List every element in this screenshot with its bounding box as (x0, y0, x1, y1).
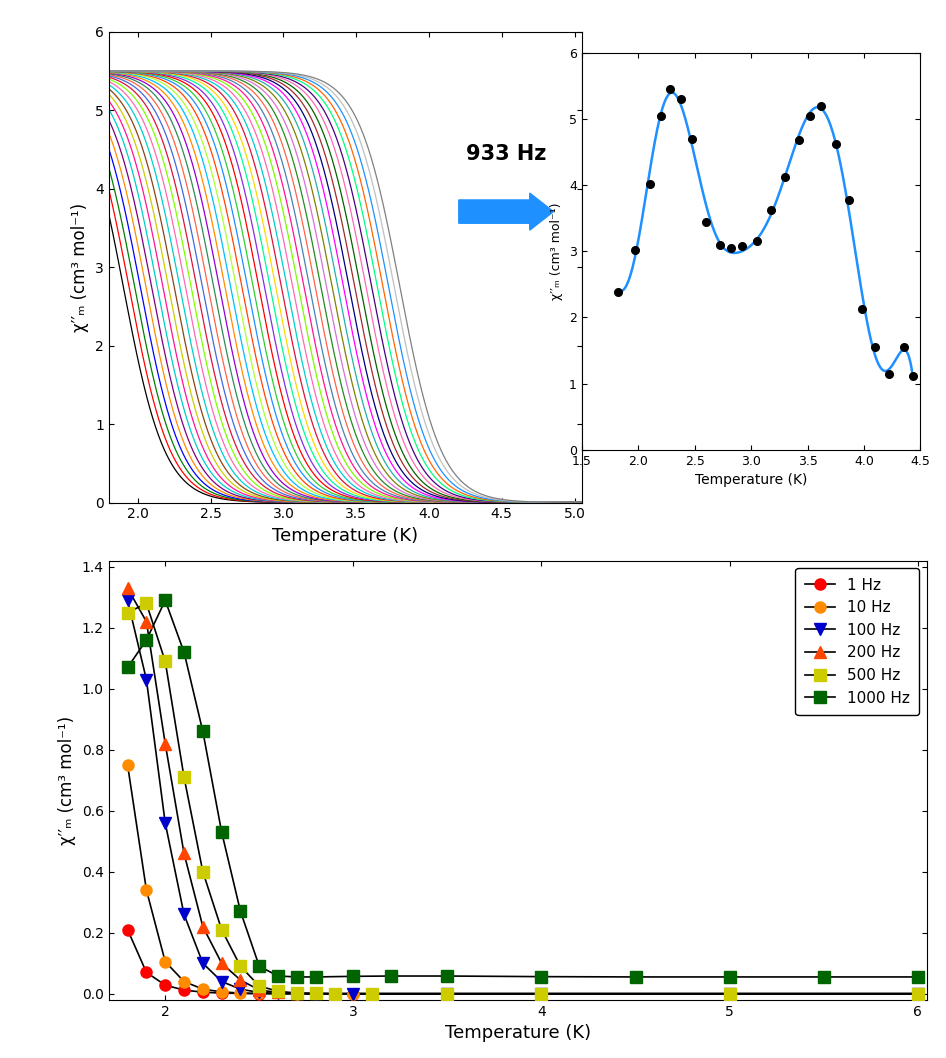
X-axis label: Temperature (K): Temperature (K) (272, 527, 418, 545)
Y-axis label: χ′′ₘ (cm³ mol⁻¹): χ′′ₘ (cm³ mol⁻¹) (551, 202, 564, 300)
FancyArrow shape (459, 193, 553, 230)
X-axis label: Temperature (K): Temperature (K) (445, 1024, 591, 1042)
Y-axis label: χ′′ₘ (cm³ mol⁻¹): χ′′ₘ (cm³ mol⁻¹) (72, 202, 90, 332)
Legend: 1 Hz, 10 Hz, 100 Hz, 200 Hz, 500 Hz, 1000 Hz: 1 Hz, 10 Hz, 100 Hz, 200 Hz, 500 Hz, 100… (796, 568, 920, 715)
X-axis label: Temperature (K): Temperature (K) (695, 473, 807, 487)
Y-axis label: χ′′ₘ (cm³ mol⁻¹): χ′′ₘ (cm³ mol⁻¹) (59, 715, 77, 845)
Text: 933 Hz: 933 Hz (466, 144, 546, 164)
